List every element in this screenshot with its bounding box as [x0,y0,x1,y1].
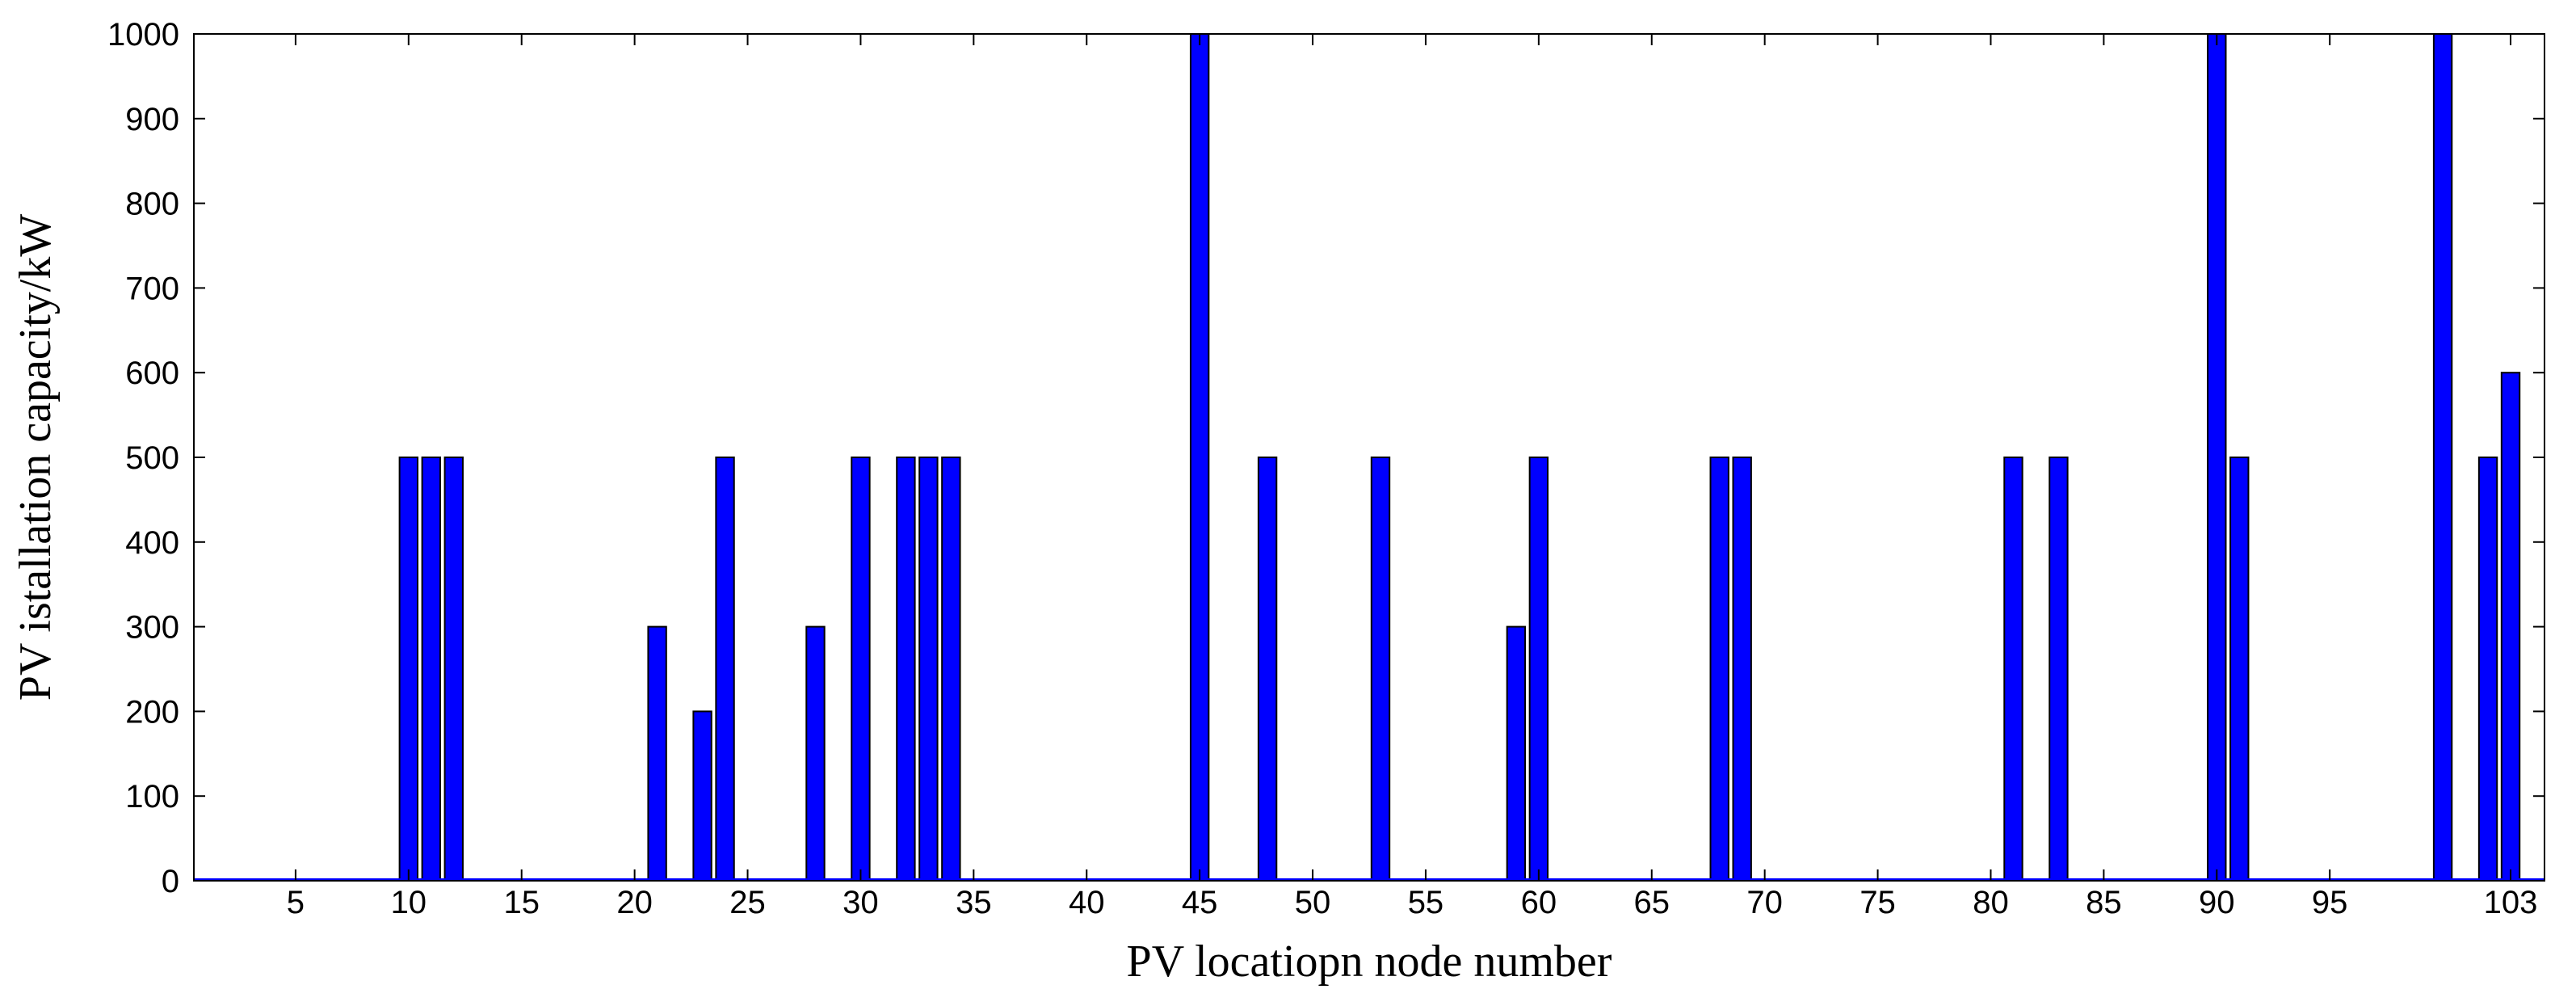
bar-node-53 [1370,457,1391,882]
bar-node-59 [1506,625,1527,882]
tick-labels-layer: 5 10 15 20 25 30 35 40 45 50 55 60 65 70 75 80 85 90 95 103… [107,17,2537,920]
y-tick-label: 500 [125,440,179,476]
plot-frame [193,33,2545,882]
x-tick-label: 50 [1295,885,1331,920]
bar-node-83 [2049,457,2069,882]
bar-node-11 [421,457,441,882]
x-tick-label: 80 [1973,885,2009,920]
x-tick-label: 95 [2312,885,2348,920]
bar-node-91 [2229,457,2250,882]
x-tick-label: 55 [1408,885,1444,920]
x-tick-label: 15 [503,885,540,920]
y-tick-label: 400 [125,525,179,561]
x-tick-label: 85 [2086,885,2122,920]
bar-node-23 [692,710,712,882]
x-tick-label: 35 [956,885,992,920]
bar-node-100 [2432,33,2453,882]
y-axis-title: PV istallation capacity/kW [11,214,61,701]
bar-node-24 [715,457,735,882]
y-tick-label: 100 [125,779,179,814]
bar-node-48 [1257,457,1278,882]
bar-node-81 [2003,457,2023,882]
y-tick-label: 300 [125,610,179,646]
x-tick-label: 45 [1182,885,1218,920]
bar-node-33 [918,457,939,882]
bar-node-30 [851,457,871,882]
bar-node-69 [1732,457,1752,882]
x-tick-label: 70 [1746,885,1783,920]
x-tick-label: 103 [2484,885,2538,920]
y-tick-label: 800 [125,187,179,222]
y-tick-label: 600 [125,356,179,391]
bar-node-103 [2500,372,2521,882]
bar-node-21 [647,625,667,882]
bar-node-10 [398,457,419,882]
x-tick-label: 60 [1521,885,1557,920]
x-tick-label: 5 [287,885,305,920]
x-tick-label: 10 [391,885,427,920]
y-tick-label: 700 [125,271,179,306]
bar-node-102 [2477,457,2498,882]
x-tick-label: 30 [843,885,879,920]
x-tick-label: 20 [616,885,653,920]
bars-layer [398,33,2521,882]
bar-node-68 [1709,457,1729,882]
y-tick-label: 0 [162,864,179,899]
x-tick-label: 25 [729,885,766,920]
bar-node-60 [1528,457,1549,882]
x-tick-label: 65 [1634,885,1670,920]
bar-node-90 [2207,33,2227,882]
x-tick-label: 40 [1069,885,1105,920]
ticks-layer [194,33,2544,882]
y-tick-label: 900 [125,102,179,137]
x-tick-label: 75 [1860,885,1896,920]
bar-node-12 [443,457,464,882]
bar-node-28 [805,625,826,882]
bar-node-32 [896,457,916,882]
x-tick-label: 90 [2199,885,2235,920]
bar-node-45 [1189,33,1210,882]
bar-node-34 [941,457,961,882]
y-tick-label: 200 [125,694,179,730]
y-tick-label: 1000 [107,17,179,53]
x-axis-title: PV locatiopn node number [1127,937,1612,987]
